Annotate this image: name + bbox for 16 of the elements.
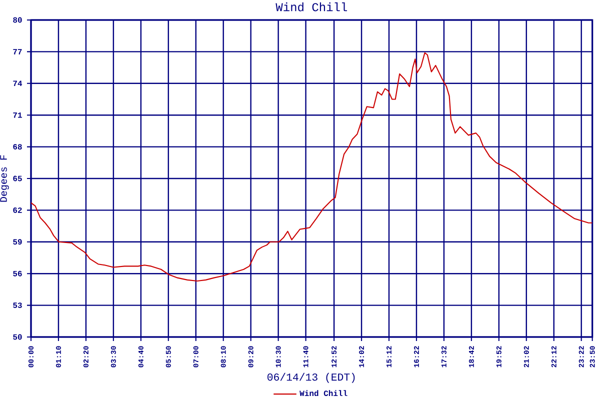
y-tick-label: 53 [13,302,22,308]
y-axis-title: Degees F [0,155,9,202]
y-tick-label: 71 [13,112,22,118]
y-tick-label: 62 [13,207,22,213]
y-tick-label: 65 [13,176,22,182]
x-axis-title: 06/14/13 (EDT) [268,372,355,383]
y-tick-label: 50 [13,334,22,340]
y-tick-label: 74 [13,80,22,86]
y-tick-label: 77 [13,49,22,54]
line-series [31,52,592,282]
chart-title: Wind Chill [276,2,348,12]
y-tick-label: 68 [13,144,22,150]
y-tick-label: 80 [13,17,22,23]
y-tick-label: 56 [13,270,22,276]
legend-label: Wind Chill [300,390,348,396]
y-tick-label: 59 [13,239,22,245]
